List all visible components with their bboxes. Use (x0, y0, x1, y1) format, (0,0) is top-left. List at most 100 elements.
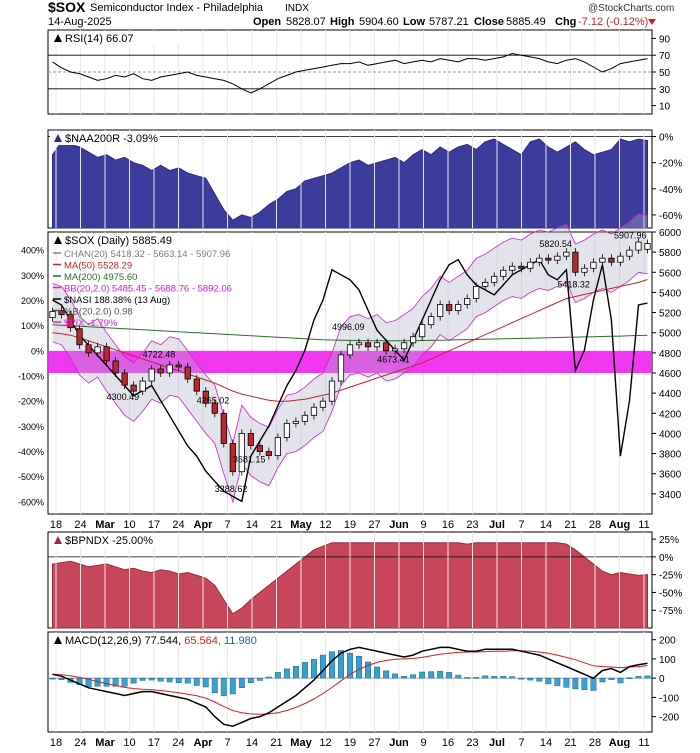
nasi-tick-label: 200% (21, 296, 44, 306)
bpndx-tick-label: 25% (659, 535, 679, 546)
x-axis-bottom-label: 9 (420, 737, 426, 748)
x-axis-top-label: 10 (123, 519, 135, 531)
header-name: Semiconductor Index - Philadelphia (90, 2, 264, 14)
candle-body (409, 336, 417, 344)
candle-body (590, 261, 597, 269)
macd-histogram-bar (473, 677, 480, 679)
price-tick-label: 5200 (659, 309, 682, 320)
close-label: Close (474, 16, 504, 28)
triangle-icon (54, 34, 62, 42)
candle-body (599, 257, 606, 263)
x-axis-top-label: 18 (50, 519, 62, 531)
legend-entry: BB(20,2.0) 5485.45 - 5688.76 - 5892.06 (64, 284, 232, 295)
price-tick-label: 4000 (659, 429, 682, 440)
price-annotation: 3681.15 (233, 455, 266, 465)
candle-body (112, 360, 119, 374)
macd-title-part: 65.564 (184, 635, 218, 647)
x-axis-top-label: 16 (442, 519, 454, 531)
macd-histogram-bar (166, 677, 173, 683)
legend-entry: MA(200) 4975.60 (64, 272, 137, 283)
open-value: 5828.07 (286, 16, 326, 28)
macd-histogram-bar (193, 677, 200, 686)
macd-histogram-bar (103, 677, 110, 687)
candle-body (382, 342, 390, 352)
candle-body (373, 342, 381, 348)
candle-body (419, 324, 426, 338)
candle-body (103, 346, 110, 362)
macd-histogram-bar (157, 677, 164, 682)
x-axis-bottom-label: 14 (540, 737, 552, 748)
candle-body (265, 451, 272, 456)
x-axis-bottom-label: 21 (270, 737, 282, 748)
rsi-tick-label: 90 (659, 34, 671, 45)
x-axis-top-label: Mar (95, 519, 115, 531)
macd-histogram-bar (58, 677, 65, 680)
legend-entry: MA(50) 5528.29 (64, 261, 132, 272)
naa-tick-label: -60% (659, 211, 682, 222)
x-axis-top-label: 19 (344, 519, 356, 531)
macd-histogram-bar (130, 677, 137, 684)
macd-histogram-bar (428, 671, 435, 679)
price-tick-label: 3400 (659, 490, 682, 501)
macd-histogram-bar (464, 677, 471, 679)
x-axis-bottom-label: 7 (518, 737, 524, 748)
candle-body (58, 310, 65, 315)
candle-body (428, 316, 435, 326)
price-tick-label: 5000 (659, 329, 682, 340)
x-axis-top-label: 12 (319, 519, 331, 531)
nasi-tick-label: 300% (21, 271, 44, 281)
candle-body (148, 368, 155, 382)
watermark: @StockCharts.com (588, 3, 674, 14)
macd-histogram-bar (202, 677, 209, 688)
macd-tick-label: 200 (659, 636, 676, 647)
low-value: 5787.21 (429, 16, 469, 28)
header-symbol: $SOX (48, 0, 86, 15)
price-annotation: 4722.48 (143, 350, 176, 360)
macd-histogram-bar (410, 674, 417, 679)
macd-tick-label: -100 (659, 693, 679, 704)
rsi-tick-label: 10 (659, 102, 671, 113)
macd-histogram-bar (310, 659, 317, 679)
macd-histogram-bar (356, 655, 362, 679)
candle-body (67, 314, 74, 329)
candle-body (274, 437, 281, 456)
legend-entry: $NASI 188.38% (13 Aug) (64, 295, 170, 306)
macd-histogram-bar (491, 675, 498, 679)
open-label: Open (253, 16, 281, 28)
price-tick-label: 5600 (659, 268, 682, 279)
x-axis-top-label: 11 (638, 519, 649, 531)
triangle-icon (54, 134, 62, 142)
chg-label: Chg (555, 16, 576, 28)
x-axis-bottom-label: 12 (319, 737, 331, 748)
legend-entry: $VIX -1.79% (64, 318, 118, 329)
price-annotation: 5907.96 (614, 230, 647, 240)
nasi-tick-label: -600% (18, 497, 44, 507)
naa-title-bg (50, 132, 160, 145)
x-axis-top-label: 28 (589, 519, 601, 531)
triangle-icon (54, 236, 62, 244)
x-axis-top-label: May (290, 519, 312, 531)
candle-body (500, 269, 507, 277)
x-axis-bottom-label: 17 (148, 737, 160, 748)
x-axis-top-label: 23 (466, 519, 478, 531)
macd-histogram-bar (482, 675, 489, 679)
macd-histogram-bar (256, 677, 263, 681)
candle-body (301, 414, 309, 422)
candle-body (509, 265, 516, 271)
candle-body (608, 257, 615, 263)
macd-title: MACD(12,26,9) 77.544, 65.564, 11.980 (65, 635, 257, 647)
nasi-tick-label: -200% (18, 397, 44, 407)
x-axis-top-label: 14 (540, 519, 552, 531)
macd-histogram-bar (374, 666, 380, 679)
macd-histogram-bar (139, 677, 146, 681)
candle-body (635, 241, 642, 251)
nasi-tick-label: -300% (18, 422, 44, 432)
macd-histogram-bar (238, 677, 245, 689)
candle-body (400, 342, 408, 350)
candle-body (581, 267, 588, 273)
price-tick-label: 4600 (659, 369, 682, 380)
macd-histogram-bar (220, 677, 227, 697)
header-exchange: INDX (285, 3, 309, 14)
candle-body (193, 378, 200, 392)
